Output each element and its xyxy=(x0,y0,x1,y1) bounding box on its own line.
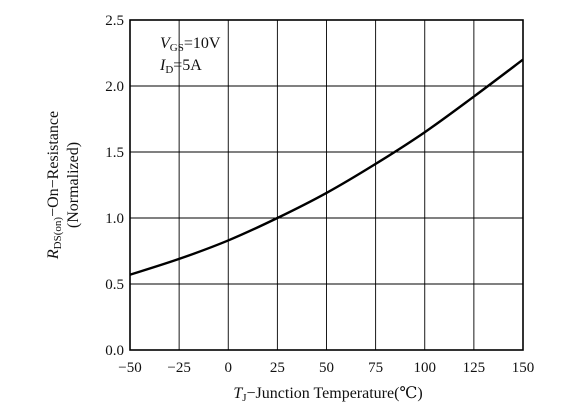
x-tick-label: 150 xyxy=(512,360,535,376)
series-line xyxy=(129,58,524,276)
gridlines xyxy=(130,20,523,350)
x-axis-title: TJ−Junction Temperature(℃) xyxy=(233,385,422,404)
annotation-id: ID=5A xyxy=(159,57,202,76)
y-tick-label: 2.0 xyxy=(105,79,124,95)
y-tick-label: 0.0 xyxy=(105,343,124,359)
annotation-vgs: VGS=10V xyxy=(160,35,221,54)
x-tick-label: 25 xyxy=(270,360,285,376)
y-tick-label: 1.0 xyxy=(105,211,124,227)
y-axis-title-line1: RDS(on)−On−Resistance xyxy=(45,111,64,260)
x-tick-label: 125 xyxy=(463,360,486,376)
x-tick-label: 0 xyxy=(225,360,233,376)
x-tick-label: −50 xyxy=(118,360,141,376)
y-tick-label: 0.5 xyxy=(105,277,124,293)
x-tick-label: 100 xyxy=(414,360,437,376)
x-tick-label: −25 xyxy=(167,360,190,376)
series-layer xyxy=(129,58,524,276)
x-tick-label: 75 xyxy=(368,360,383,376)
x-tick-label: 50 xyxy=(319,360,334,376)
y-axis-title-line2: (Normalized) xyxy=(65,142,82,228)
y-tick-label: 1.5 xyxy=(105,145,124,161)
tick-labels: −50 −25 0 25 50 75 100 125 150 0.0 0.5 1.0 1.5 2.0 2.5 xyxy=(105,13,534,376)
y-tick-label: 2.5 xyxy=(105,13,124,29)
